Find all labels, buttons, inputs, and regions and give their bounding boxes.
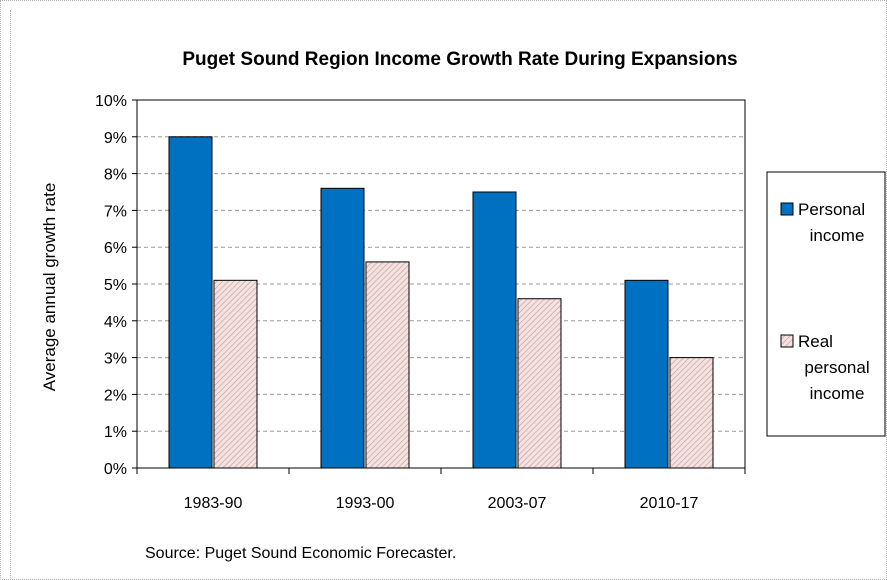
y-tick-label: 5% bbox=[104, 277, 127, 294]
y-axis-ticks: 0% 1% 2% 3% 4% 5% 6% 7% 8% 9% 10% bbox=[95, 93, 137, 478]
legend-label-line: income bbox=[810, 384, 865, 403]
x-tick-label: 2003-07 bbox=[488, 495, 547, 512]
legend-label-line: Personal bbox=[798, 200, 865, 219]
legend-label-line: income bbox=[810, 226, 865, 245]
bar-personal-income bbox=[624, 279, 669, 469]
y-axis-label: Average annual growth rate bbox=[40, 183, 59, 392]
y-tick-label: 1% bbox=[104, 424, 127, 441]
x-axis-ticks: 1983-90 1993-00 2003-07 2010-17 bbox=[136, 468, 746, 512]
legend-swatch-personal-income bbox=[780, 202, 794, 216]
legend-swatch-real-personal-income bbox=[780, 334, 794, 348]
bar-personal-income bbox=[320, 187, 365, 469]
legend-label-line: personal bbox=[804, 358, 869, 377]
bar-real-personal-income bbox=[365, 261, 410, 469]
legend: Personal income Real personal income bbox=[766, 171, 886, 437]
y-tick-label: 10% bbox=[95, 93, 127, 110]
y-tick-label: 3% bbox=[104, 351, 127, 368]
bars bbox=[168, 136, 714, 469]
y-tick-label: 6% bbox=[104, 240, 127, 257]
chart-area-border bbox=[10, 10, 887, 580]
y-tick-label: 8% bbox=[104, 167, 127, 184]
chart-title: Puget Sound Region Income Growth Rate Du… bbox=[182, 49, 737, 70]
y-tick-label: 2% bbox=[104, 387, 127, 404]
bar-real-personal-income bbox=[669, 357, 714, 469]
y-tick-label: 4% bbox=[104, 314, 127, 331]
y-tick-label: 9% bbox=[104, 130, 127, 147]
x-tick-label: 1993-00 bbox=[336, 495, 395, 512]
bar-real-personal-income bbox=[517, 298, 562, 469]
bar-personal-income bbox=[472, 191, 517, 469]
legend-box bbox=[766, 171, 886, 437]
x-tick-label: 1983-90 bbox=[184, 495, 243, 512]
source-note: Source: Puget Sound Economic Forecaster. bbox=[145, 545, 456, 562]
bar-personal-income bbox=[168, 136, 213, 469]
bar-real-personal-income bbox=[213, 279, 258, 469]
y-tick-label: 0% bbox=[104, 461, 127, 478]
x-tick-label: 2010-17 bbox=[640, 495, 699, 512]
legend-label-line: Real bbox=[798, 332, 833, 351]
y-tick-label: 7% bbox=[104, 203, 127, 220]
